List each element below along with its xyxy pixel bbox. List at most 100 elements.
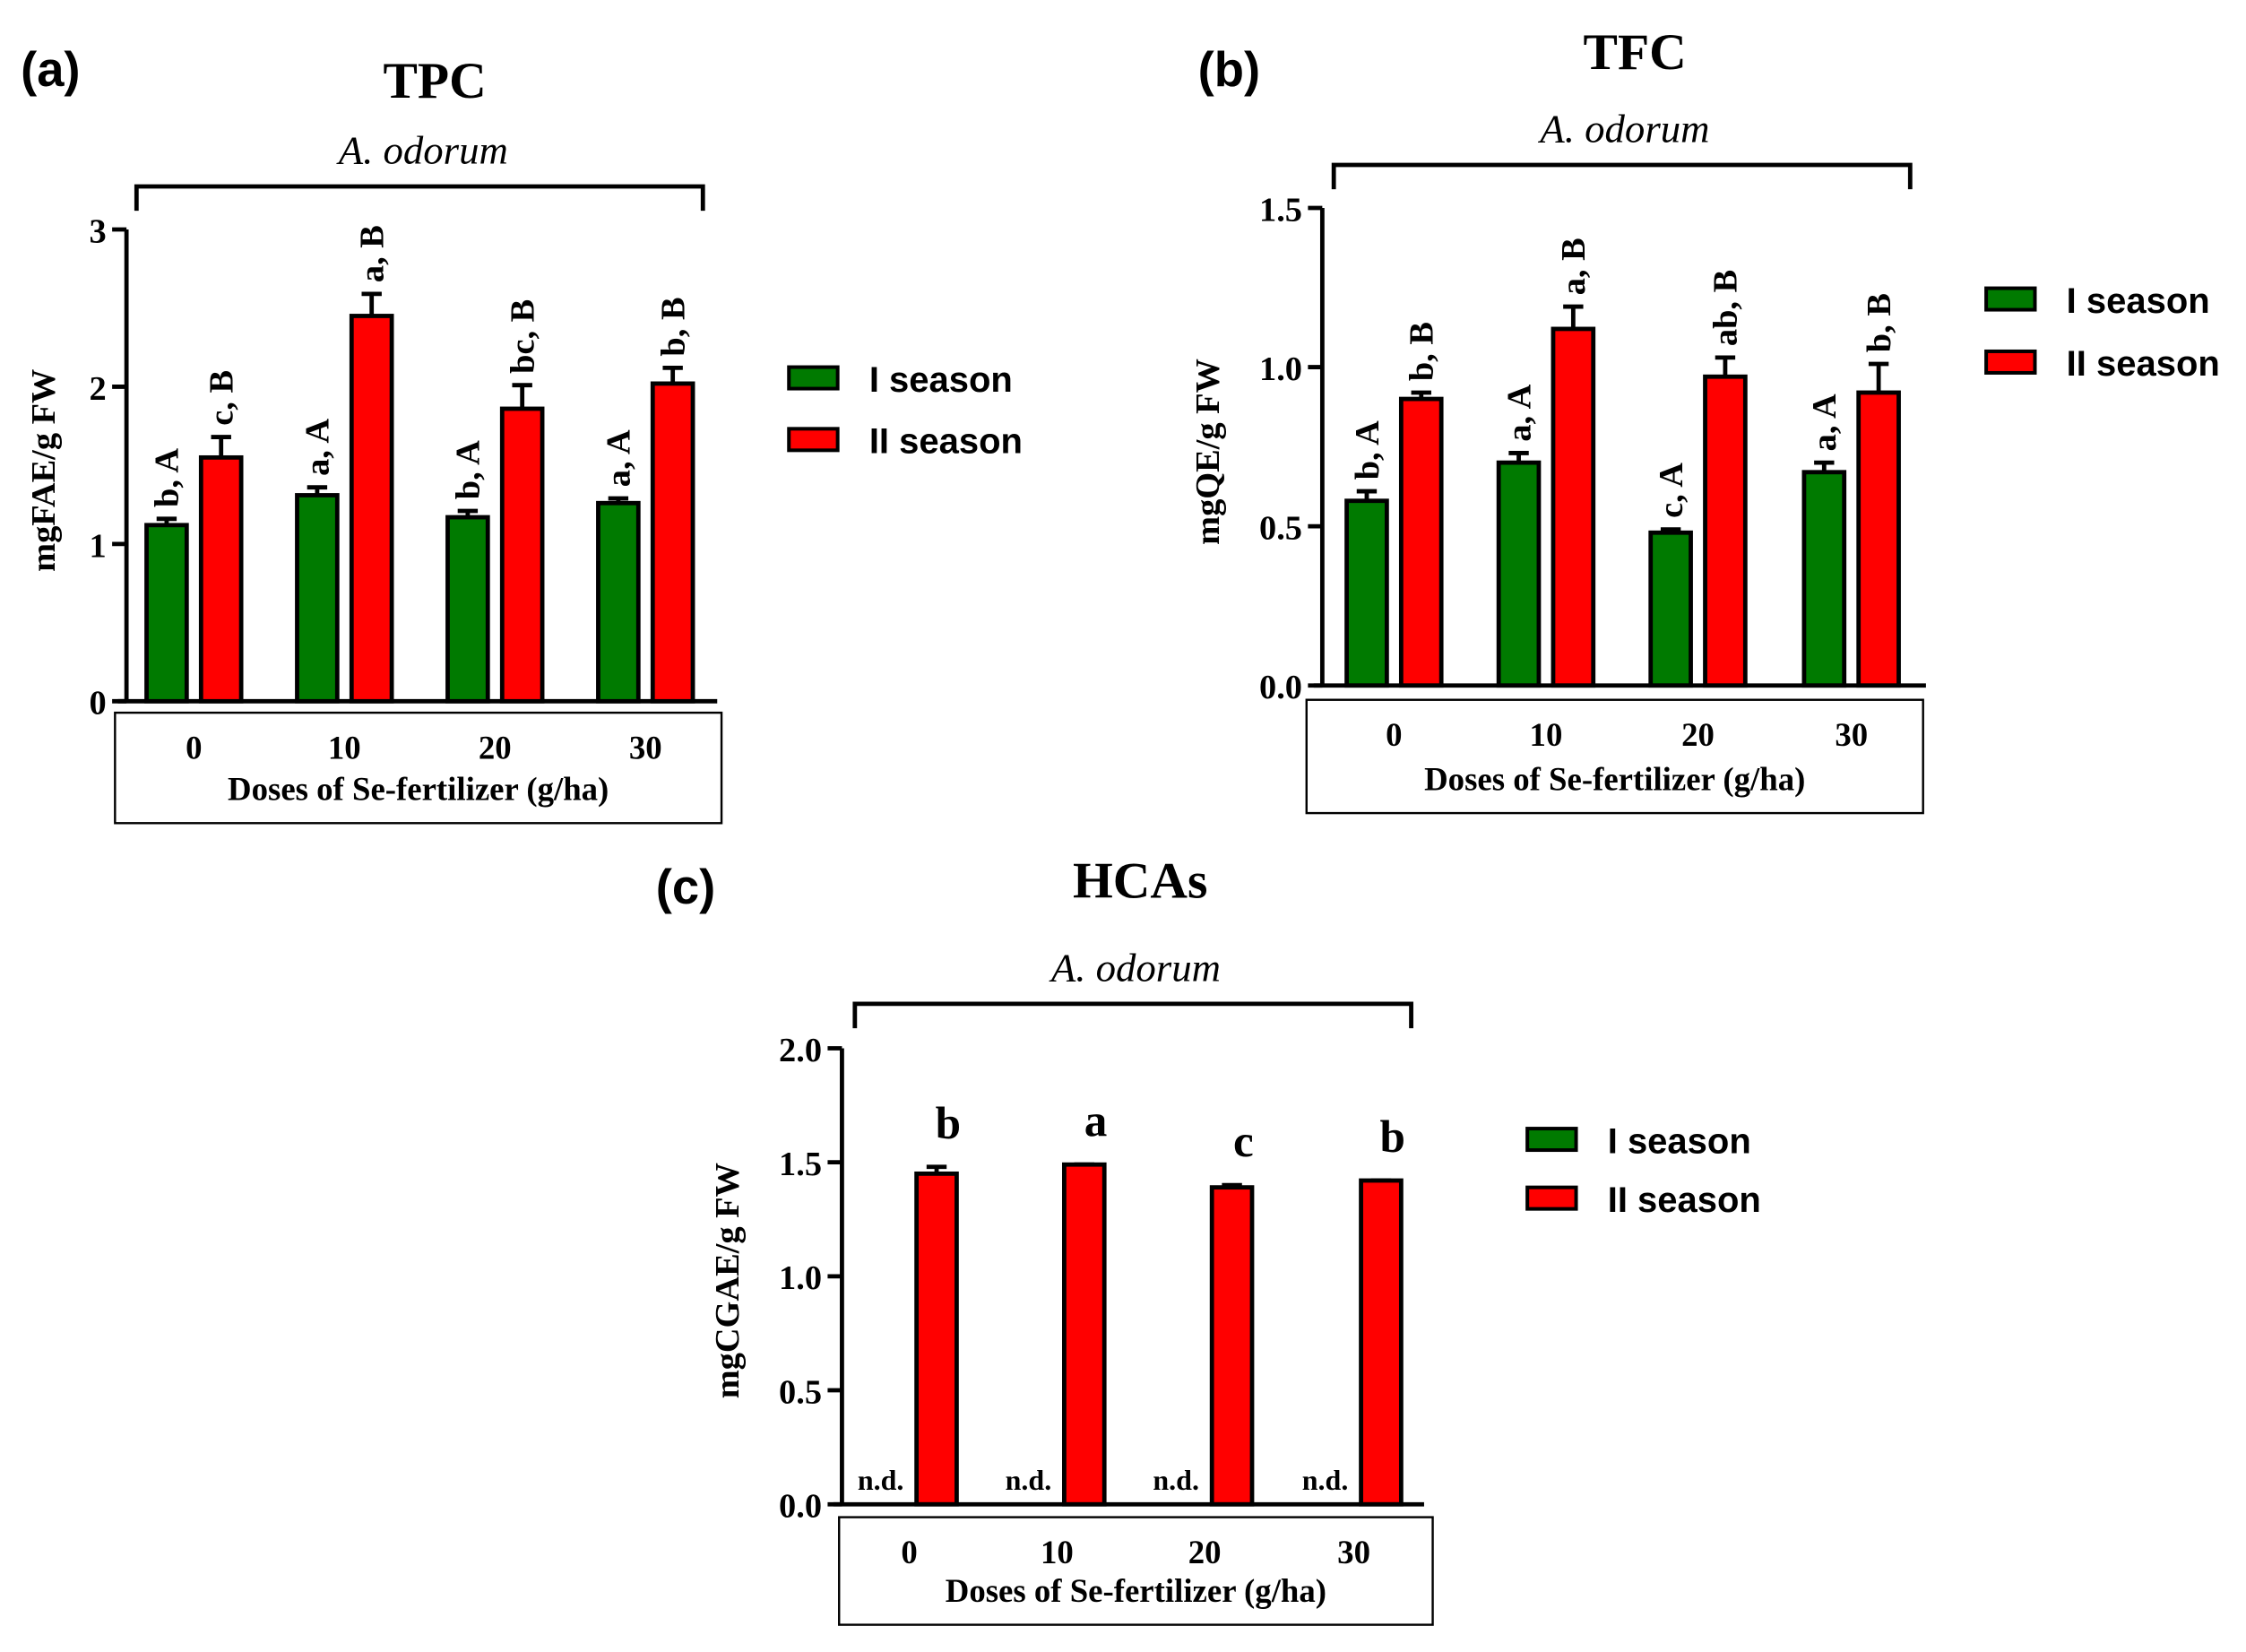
bar-season1 bbox=[445, 515, 490, 704]
bar-season1 bbox=[1496, 460, 1542, 688]
x-tick-label: 10 bbox=[1041, 1534, 1074, 1570]
bar-season1 bbox=[1801, 470, 1847, 688]
y-axis-label: mgCGAE/g FW bbox=[709, 1163, 747, 1398]
chart-panel-0: (a) TPC A. odorum 0 1 2 3 mgFAE/g FW 0 10 20 30 Dose… bbox=[21, 42, 1023, 825]
chart-subtitle: A. odorum bbox=[336, 127, 508, 172]
panel-label: (b) bbox=[1198, 42, 1260, 97]
data-label: b, B bbox=[1861, 293, 1898, 352]
bar-season1 bbox=[144, 523, 189, 704]
chart-subtitle: A. odorum bbox=[1537, 106, 1709, 151]
bar-season1 bbox=[1648, 530, 1693, 688]
data-label: b, A bbox=[149, 448, 186, 507]
bar-season2 bbox=[1062, 1162, 1107, 1507]
x-tick-label: 30 bbox=[1835, 716, 1868, 753]
x-axis-label: Doses of Se-fertilizer (g/ha) bbox=[946, 1572, 1326, 1609]
x-axis-label: Doses of Se-fertilizer (g/ha) bbox=[1424, 761, 1805, 798]
bar-season2 bbox=[914, 1171, 959, 1507]
x-tick-label: 0 bbox=[186, 729, 202, 765]
chart-panel-1: (b) TFC A. odorum 0.0 0.5 1.0 1.5 mgQE/g FW 0 10 2… bbox=[1189, 24, 2220, 815]
legend-swatch bbox=[1984, 349, 2037, 375]
y-tick-label: 1.0 bbox=[779, 1259, 822, 1297]
bar-season2 bbox=[1856, 390, 1901, 688]
legend-swatch bbox=[1525, 1127, 1578, 1153]
data-label: bc, B bbox=[504, 299, 541, 374]
y-axis-label: mgQE/g FW bbox=[1189, 359, 1227, 545]
data-label: ab, B bbox=[1707, 270, 1745, 346]
chart-title: TPC bbox=[383, 53, 486, 109]
x-label-box bbox=[1305, 698, 1924, 815]
legend-swatch bbox=[787, 365, 840, 391]
y-tick-label: 3 bbox=[90, 212, 107, 250]
panel-label: (c) bbox=[656, 860, 715, 914]
legend-swatch bbox=[787, 427, 840, 453]
bracket bbox=[1331, 162, 1913, 190]
x-tick-label: 20 bbox=[479, 729, 512, 765]
bracket bbox=[134, 184, 705, 212]
x-tick-label: 10 bbox=[1530, 716, 1563, 753]
x-label-box bbox=[838, 1516, 1434, 1626]
x-tick-label: 30 bbox=[1337, 1534, 1370, 1570]
data-label: c bbox=[1233, 1116, 1254, 1167]
y-tick-label: 1 bbox=[90, 527, 107, 565]
data-label: n.d. bbox=[858, 1464, 904, 1496]
y-tick-label: 2.0 bbox=[779, 1032, 822, 1069]
x-tick-label: 0 bbox=[1386, 716, 1402, 753]
x-tick-label: 20 bbox=[1681, 716, 1715, 753]
chart-title: HCAs bbox=[1073, 852, 1207, 909]
data-label: a, B bbox=[353, 225, 391, 282]
data-label: n.d. bbox=[1006, 1464, 1052, 1496]
bar-season2 bbox=[198, 454, 244, 704]
y-tick-label: 1.5 bbox=[1259, 191, 1302, 229]
panel-label: (a) bbox=[21, 42, 80, 97]
chart-title: TFC bbox=[1584, 24, 1687, 81]
bracket bbox=[852, 1001, 1413, 1029]
bar-season1 bbox=[295, 493, 340, 704]
y-tick-label: 0.0 bbox=[1259, 669, 1302, 706]
bar-season2 bbox=[1703, 374, 1748, 688]
bar-season2 bbox=[1551, 326, 1596, 688]
data-label: a, B bbox=[1555, 238, 1593, 295]
x-label-box bbox=[114, 711, 723, 825]
y-tick-label: 0.0 bbox=[779, 1488, 822, 1526]
x-axis-label: Doses of Se-fertilizer (g/ha) bbox=[228, 771, 609, 808]
bar-season2 bbox=[1359, 1178, 1404, 1507]
y-tick-label: 1.0 bbox=[1259, 350, 1302, 388]
bar-season2 bbox=[1398, 396, 1444, 688]
x-tick-label: 30 bbox=[629, 729, 662, 765]
bar-season1 bbox=[1344, 498, 1389, 688]
bar-season2 bbox=[349, 314, 394, 704]
bar-season2 bbox=[499, 406, 545, 704]
y-tick-label: 0.5 bbox=[779, 1373, 822, 1411]
chart-panel-2: (c) HCAs A. odorum 0.0 0.5 1.0 1.5 2.0 mgCGAE/g … bbox=[656, 852, 1761, 1626]
data-label: b, A bbox=[450, 440, 488, 499]
data-label: c, A bbox=[1653, 463, 1690, 518]
y-tick-label: 0.5 bbox=[1259, 510, 1302, 548]
data-label: a, A bbox=[600, 429, 638, 487]
y-tick-label: 1.5 bbox=[779, 1146, 822, 1183]
data-label: b bbox=[1380, 1111, 1405, 1163]
legend-swatch bbox=[1984, 286, 2037, 312]
bar-season1 bbox=[596, 500, 641, 704]
data-label: b, B bbox=[654, 297, 692, 356]
legend-label: II season bbox=[1608, 1181, 1761, 1220]
data-label: a, A bbox=[1806, 394, 1844, 451]
data-label: a, A bbox=[1500, 384, 1538, 441]
data-label: a bbox=[1084, 1095, 1108, 1146]
legend-label: I season bbox=[869, 360, 1013, 400]
data-label: b, A bbox=[1349, 420, 1386, 480]
bar-season2 bbox=[1209, 1185, 1255, 1507]
x-tick-label: 10 bbox=[328, 729, 361, 765]
y-tick-label: 2 bbox=[90, 370, 107, 408]
x-tick-label: 0 bbox=[901, 1534, 917, 1570]
legend-swatch bbox=[1525, 1185, 1578, 1211]
data-label: b bbox=[936, 1098, 961, 1149]
legend-label: I season bbox=[2067, 281, 2210, 321]
legend-label: II season bbox=[869, 422, 1023, 462]
data-label: n.d. bbox=[1302, 1464, 1349, 1496]
data-label: a, A bbox=[299, 419, 337, 476]
x-tick-label: 20 bbox=[1188, 1534, 1222, 1570]
data-label: b, B bbox=[1404, 322, 1441, 381]
bar-season2 bbox=[650, 381, 695, 704]
chart-subtitle: A. odorum bbox=[1049, 945, 1221, 990]
